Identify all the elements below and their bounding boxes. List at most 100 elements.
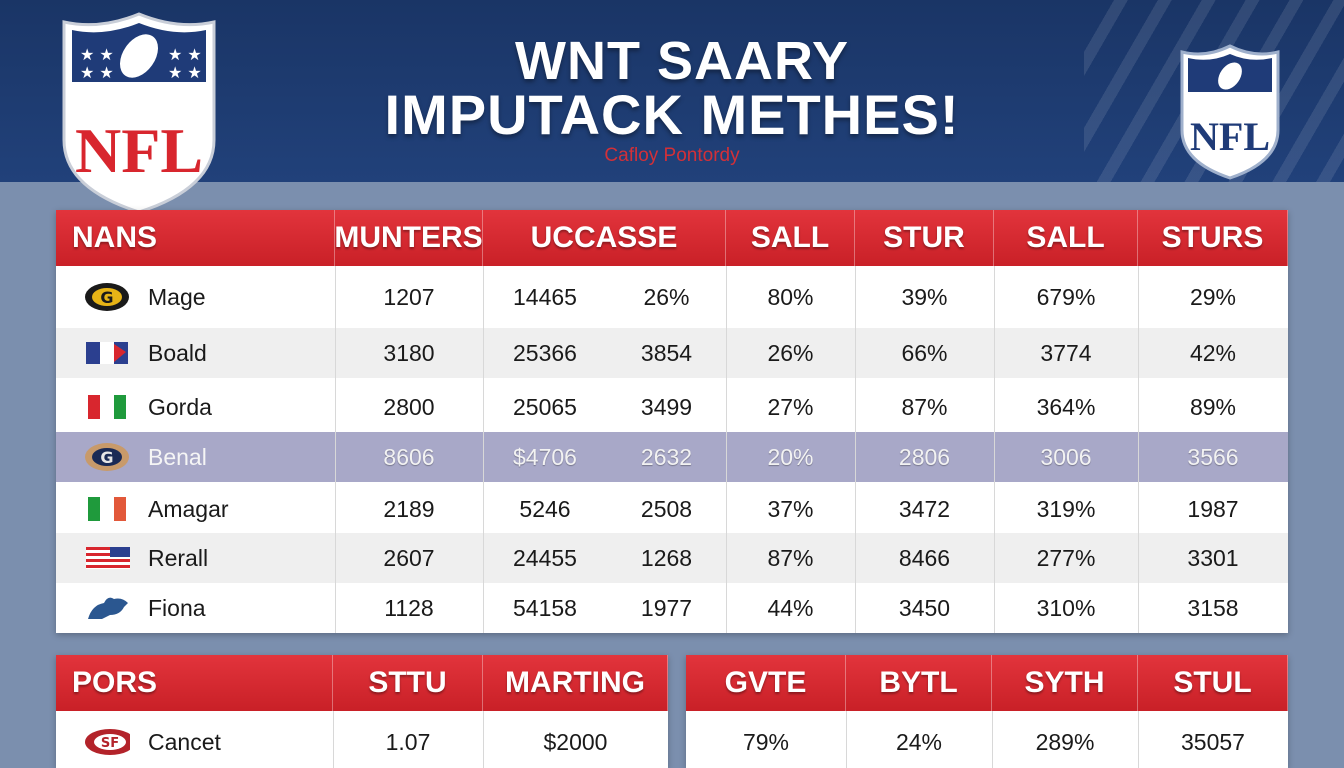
col-header-sttu[interactable]: STTU (333, 655, 483, 711)
table-row[interactable]: Rerall 2607 24455 1268 87% 8466 277% 330… (56, 533, 1288, 583)
cell-value: 3566 (1187, 443, 1239, 470)
svg-text:G: G (100, 288, 113, 307)
bottom-right-table: GVTE BYTL SYTH STUL 79% 24% 289% 35057 (686, 655, 1288, 768)
cell-value: 3472 (898, 495, 951, 522)
table-row[interactable]: 79% 24% 289% 35057 (686, 717, 1288, 767)
cell-value: 66% (901, 339, 948, 366)
cell-value: 37% (767, 495, 814, 522)
page-title-line2: IMPUTACK METHES! (384, 83, 960, 146)
col-header-pors[interactable]: PORS (56, 655, 333, 711)
col-header-stur[interactable]: STUR (855, 210, 994, 266)
col-header-stul[interactable]: STUL (1138, 655, 1288, 711)
table-row[interactable]: G Mage 1207 14465 26% 80% 39% 679% 29% (56, 272, 1288, 322)
cell-value: 39% (901, 283, 948, 310)
helmet-icon: SF (84, 727, 130, 757)
nfl-logo-left: ★ ★ ★ ★ ★ ★ ★ ★ NFL (56, 10, 222, 216)
column-divider (483, 711, 484, 768)
helmet-icon: G (84, 442, 130, 472)
cell-value: 3180 (383, 339, 435, 366)
flag-icon (84, 543, 130, 573)
svg-text:★ ★: ★ ★ (168, 45, 202, 64)
flag-icon (84, 338, 130, 368)
col-header-gvte[interactable]: GVTE (686, 655, 846, 711)
column-divider (335, 266, 336, 633)
cell-value: 1.07 (385, 728, 431, 755)
cell-value: 20% (767, 443, 814, 470)
team-name: Cancet (148, 728, 221, 755)
column-divider (846, 711, 847, 768)
cell-value: 87% (901, 393, 948, 420)
table-row[interactable]: SF Cancet 1.07 $2000 (56, 717, 668, 767)
svg-text:SF: SF (101, 736, 119, 751)
cell-value: 364% (1036, 393, 1096, 420)
column-divider (1138, 266, 1139, 633)
cell-value: 14465 (513, 283, 577, 310)
cell-value: 79% (742, 728, 790, 755)
cell-value: 1977 (640, 594, 693, 621)
col-header-nans[interactable]: NANS (56, 210, 335, 266)
cell-value: 1268 (640, 544, 693, 571)
cell-value: 3158 (1187, 594, 1239, 621)
cell-value: $4706 (513, 443, 577, 470)
cell-value: 44% (767, 594, 814, 621)
table-row-highlighted[interactable]: G Benal 8606 $4706 2632 20% 2806 3006 35… (56, 432, 1288, 482)
column-divider (333, 711, 334, 768)
cell-value: 3450 (898, 594, 951, 621)
cell-value: 1128 (384, 594, 434, 621)
cell-value: 3301 (1187, 544, 1239, 571)
page-header: WNT SAARY IMPUTACK METHES! Cafloy Pontor… (0, 0, 1344, 182)
team-name: Rerall (148, 544, 209, 571)
table-row[interactable]: Fiona 1128 54158 1977 44% 3450 310% 3158 (56, 583, 1288, 633)
col-header-sall-2[interactable]: SALL (994, 210, 1138, 266)
column-divider (994, 266, 995, 633)
team-name: Benal (148, 443, 207, 470)
table-row[interactable]: Boald 3180 25366 3854 26% 66% 3774 42% (56, 328, 1288, 378)
col-header-sturs[interactable]: STURS (1138, 210, 1288, 266)
cell-value: 24455 (513, 544, 577, 571)
bottom-left-table: PORS STTU MARTING SF Cancet 1.07 $2000 (56, 655, 668, 768)
cell-value: 5246 (519, 495, 571, 522)
cell-value: 2632 (640, 443, 693, 470)
bull-icon (84, 593, 130, 623)
team-name: Gorda (148, 393, 212, 420)
col-header-marting[interactable]: MARTING (483, 655, 668, 711)
flag-icon (84, 392, 130, 422)
cell-value: 8466 (898, 544, 951, 571)
cell-value: 1207 (383, 283, 435, 310)
table-row[interactable]: Gorda 2800 25065 3499 27% 87% 364% 89% (56, 382, 1288, 432)
main-stats-table: NANS MUNTERS UCCASSE SALL STUR SALL STUR… (56, 210, 1288, 633)
svg-text:G: G (100, 448, 113, 467)
cell-value: 679% (1036, 283, 1096, 310)
column-divider (483, 266, 484, 633)
column-divider (1138, 711, 1139, 768)
cell-value: 277% (1036, 544, 1096, 571)
cell-value: 26% (643, 283, 690, 310)
team-name: Boald (148, 339, 207, 366)
svg-text:NFL: NFL (75, 115, 203, 186)
cell-value: 289% (1035, 728, 1095, 755)
svg-text:NFL: NFL (1190, 114, 1270, 159)
cell-value: 3774 (1040, 339, 1092, 366)
cell-value: 3854 (640, 339, 693, 366)
cell-value: 24% (895, 728, 943, 755)
cell-value: 2607 (383, 544, 435, 571)
cell-value: 2800 (383, 393, 435, 420)
cell-value: 2189 (383, 495, 435, 522)
flag-icon (84, 494, 130, 524)
table-row[interactable]: Amagar 2189 5246 2508 37% 3472 319% 1987 (56, 484, 1288, 534)
col-header-munters[interactable]: MUNTERS (334, 210, 483, 266)
svg-text:★ ★: ★ ★ (80, 63, 114, 82)
cell-value: 27% (767, 393, 814, 420)
col-header-uccasse[interactable]: UCCASSE (483, 210, 726, 266)
cell-value: 89% (1189, 393, 1237, 420)
cell-value: 35057 (1181, 728, 1245, 755)
col-header-sall[interactable]: SALL (726, 210, 855, 266)
column-divider (855, 266, 856, 633)
cell-value: 3006 (1040, 443, 1092, 470)
team-name: Fiona (148, 594, 206, 621)
col-header-bytl[interactable]: BYTL (846, 655, 992, 711)
cell-value: 80% (767, 283, 814, 310)
col-header-syth[interactable]: SYTH (992, 655, 1138, 711)
cell-value: 25065 (513, 393, 577, 420)
column-divider (992, 711, 993, 768)
